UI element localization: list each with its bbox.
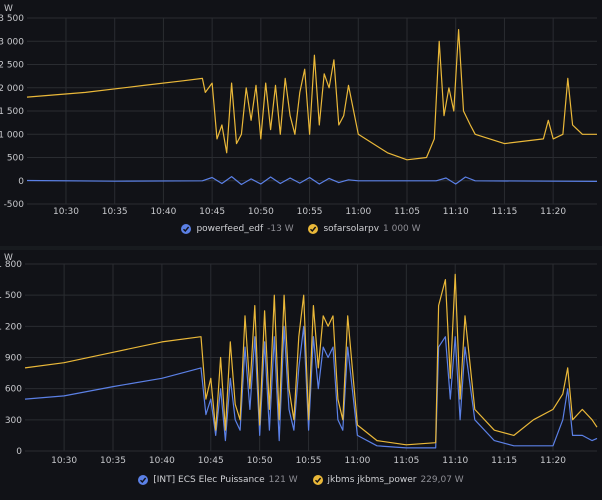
y-tick-label: 1 500 <box>0 107 24 117</box>
series-line-2 <box>26 29 597 161</box>
x-tick-label: 11:10 <box>443 207 469 217</box>
y-tick-label: 600 <box>5 385 22 395</box>
legend-series-name: [INT] ECS Elec Puissance <box>153 475 265 485</box>
chart-2-plot: W1 800 1 500 1 200 900 600 300 0 10:30 10:35 10:4… <box>0 253 598 466</box>
legend-item-sofarsolarpv[interactable]: sofarsolarpv 1 000 W <box>308 224 421 234</box>
y-tick-label: 3 000 <box>0 37 24 47</box>
legend-series-value: 121 W <box>268 475 298 485</box>
legend-series-name: sofarsolarpv <box>323 224 380 234</box>
x-tick-label: 10:40 <box>150 207 176 217</box>
x-tick-label: 10:30 <box>53 207 79 217</box>
legend-item-powerfeed-edf[interactable]: powerfeed_edf -13 W <box>181 224 294 234</box>
series-line-1 <box>26 176 598 186</box>
checkbox-icon <box>308 224 319 234</box>
y-axis-unit: W <box>4 4 13 14</box>
x-tick-label: 11:20 <box>540 456 566 466</box>
power-chart-panel-2: W1 800 1 500 1 200 900 600 300 0 10:30 10:35 10:4… <box>0 250 602 500</box>
panel-divider <box>0 246 602 250</box>
x-tick-label: 11:15 <box>491 456 517 466</box>
x-tick-label: 11:10 <box>442 456 468 466</box>
y-tick-label: 0 <box>18 177 24 187</box>
x-tick-label: 10:30 <box>51 456 77 466</box>
y-tick-label: 1 500 <box>0 291 22 301</box>
x-tick-label: 11:05 <box>394 207 420 217</box>
x-tick-label: 10:35 <box>102 207 128 217</box>
checkbox-icon <box>181 224 192 234</box>
legend-item-jkbms-power[interactable]: jkbms jkbms_power 229,07 W <box>312 475 464 485</box>
x-tick-label: 11:05 <box>393 456 419 466</box>
y-tick-label: 500 <box>7 154 24 164</box>
y-tick-label: 1 800 <box>0 260 22 270</box>
x-tick-label: 10:55 <box>296 456 322 466</box>
x-tick-label: 11:15 <box>491 207 517 217</box>
y-tick-label: 3 500 <box>0 14 24 24</box>
legend-series-name: jkbms jkbms_power <box>327 475 417 485</box>
y-tick-label: 300 <box>5 416 22 426</box>
x-tick-label: 10:50 <box>248 207 274 217</box>
legend-series-value: -13 W <box>267 224 294 234</box>
y-tick-label: 0 <box>16 447 22 457</box>
checkbox-icon <box>138 475 149 485</box>
series-line-2 <box>24 273 598 446</box>
x-tick-label: 10:45 <box>198 456 224 466</box>
legend-item-ecs-elec-puissance[interactable]: [INT] ECS Elec Puissance 121 W <box>138 475 298 485</box>
y-tick-label: 2 500 <box>0 61 24 71</box>
chart-2-legend: [INT] ECS Elec Puissance 121 W jkbms jkb… <box>0 475 602 487</box>
x-tick-label: 11:20 <box>540 207 566 217</box>
x-tick-label: 11:00 <box>344 456 370 466</box>
y-tick-label: -500 <box>4 200 25 210</box>
x-tick-label: 11:00 <box>345 207 371 217</box>
chart-1-legend: powerfeed_edf -13 W sofarsolarpv 1 000 W <box>0 224 602 236</box>
checkbox-icon <box>312 475 323 485</box>
legend-series-value: 229,07 W <box>420 475 464 485</box>
y-tick-label: 1 000 <box>0 130 24 140</box>
y-tick-label: 900 <box>5 354 22 364</box>
y-axis-unit: W <box>4 253 13 263</box>
chart-1-plot: W3 500 3 000 2 500 2 000 1 500 1 000 500 0 -500 1… <box>0 4 598 217</box>
x-tick-label: 10:55 <box>297 207 323 217</box>
x-tick-label: 10:35 <box>100 456 126 466</box>
y-tick-label: 2 000 <box>0 84 24 94</box>
x-tick-label: 10:50 <box>247 456 273 466</box>
x-tick-label: 10:45 <box>199 207 225 217</box>
legend-series-value: 1 000 W <box>383 224 421 234</box>
legend-series-name: powerfeed_edf <box>196 224 264 234</box>
y-tick-label: 1 200 <box>0 322 22 332</box>
series-line-1 <box>24 325 598 449</box>
x-tick-label: 10:40 <box>149 456 175 466</box>
